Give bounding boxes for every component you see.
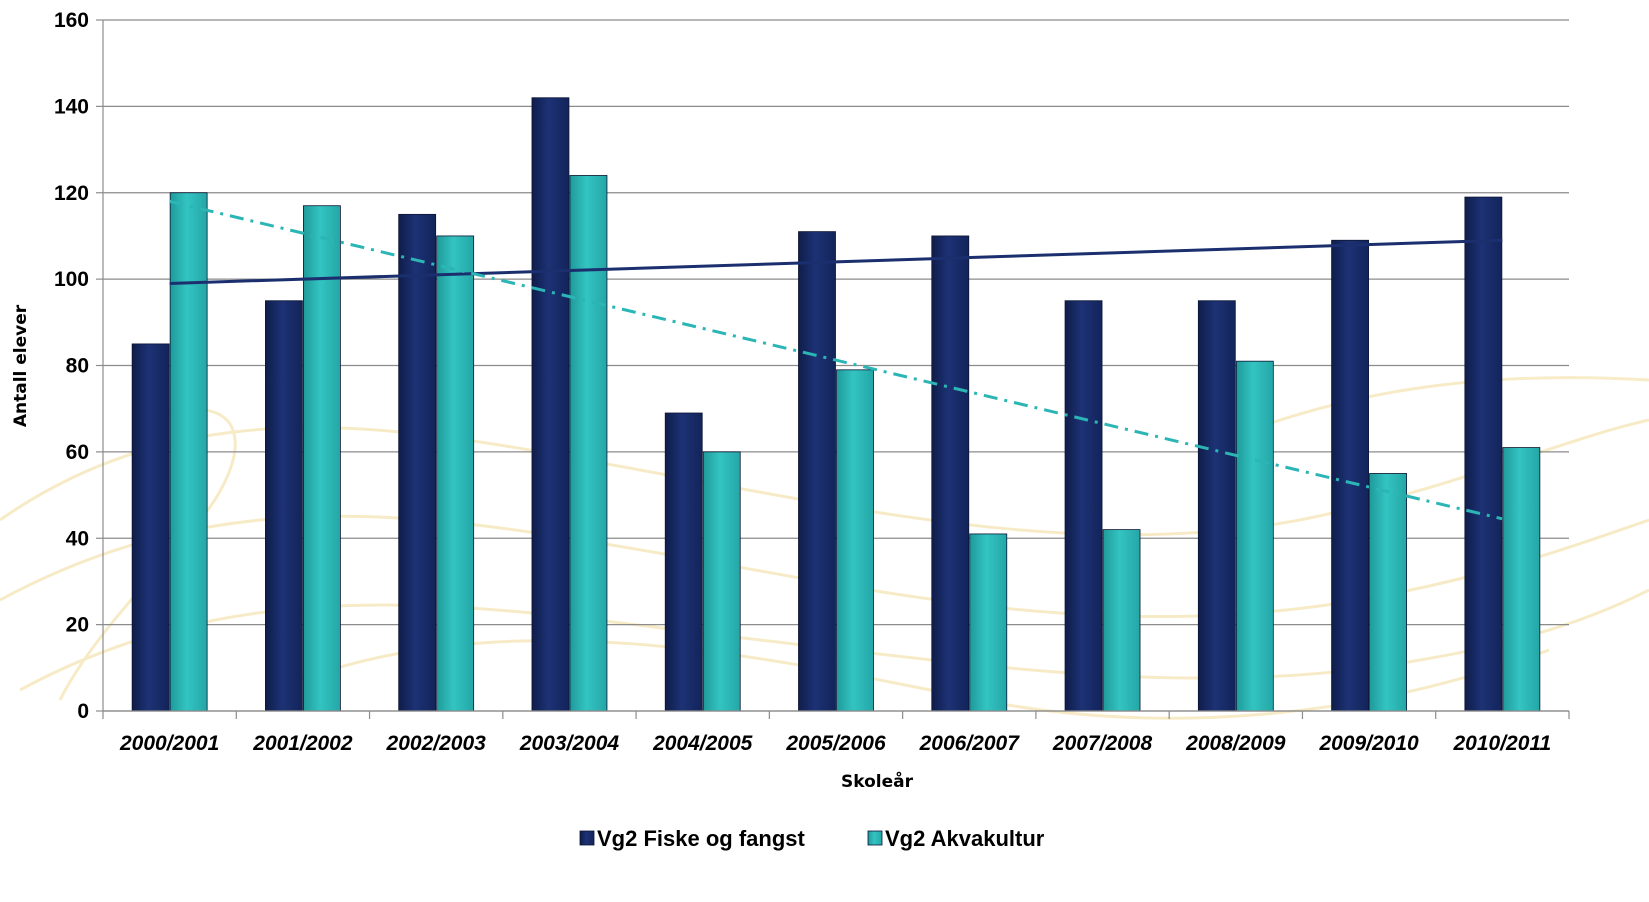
legend: Vg2 Fiske og fangst Vg2 Akvakultur [579,826,1045,851]
x-axis: 2000/2001 2001/2002 2002/2003 2003/2004 2004… [102,710,1570,755]
bar-akvakultur-5 [836,369,874,712]
bar-fiske-og-fangst-6 [931,235,970,712]
bar-akvakultur-6 [969,533,1008,712]
bar-fiske-og-fangst-4 [664,412,703,712]
bar-fiske-og-fangst-10 [1464,196,1503,712]
bar-fiske-og-fangst-8 [1197,300,1236,712]
trendline-akvakultur [169,199,1503,521]
legend-swatch [579,830,595,846]
y-tick-label: 80 [66,355,89,378]
legend-swatch [867,830,883,846]
bar-akvakultur-8 [1235,360,1274,712]
y-axis: 0 20 40 60 80 100 120 140 160 [54,9,104,723]
bar-fiske-og-fangst-7 [1064,300,1103,712]
bar-akvakultur-7 [1102,529,1141,712]
y-tick-label: 160 [54,9,89,32]
x-tick-label: 2005/2006 [785,732,886,755]
bar-akvakultur-4 [702,451,741,712]
legend-label: Vg2 Akvakultur [885,826,1045,851]
bar-fiske-og-fangst-2 [398,213,437,712]
bar-akvakultur-1 [303,205,341,712]
x-axis-title: Skoleår [841,770,914,792]
x-tick-label: 2004/2005 [652,732,753,755]
bar-fiske-og-fangst-0 [131,343,170,712]
x-tick-label: 2001/2002 [252,732,353,755]
bar-akvakultur-10 [1502,447,1541,712]
x-tick-label: 2007/2008 [1052,732,1153,755]
x-tick-label: 2002/2003 [386,732,487,755]
trendlines [169,199,1503,521]
y-tick-label: 120 [54,182,89,205]
y-tick-label: 40 [66,527,89,550]
bar-akvakultur-3 [569,175,608,712]
bar-akvakultur-9 [1369,473,1407,712]
y-tick-label: 140 [54,95,89,118]
legend-label: Vg2 Fiske og fangst [597,826,805,851]
bar-fiske-og-fangst-1 [265,300,303,712]
y-tick-label: 100 [54,268,89,291]
bar-akvakultur-2 [436,235,475,712]
bars [131,97,1541,712]
y-axis-title: Antall elever [11,304,31,427]
x-tick-label: 2003/2004 [519,732,620,755]
x-tick-label: 2008/2009 [1185,732,1286,755]
x-tick-label: 2009/2010 [1318,732,1419,755]
bar-fiske-og-fangst-9 [1331,239,1369,712]
x-tick-label: 2000/2001 [119,732,219,755]
x-tick-label: 2010/2011 [1453,732,1552,755]
y-tick-label: 0 [77,700,89,723]
trendline-fiske-og-fangst [169,238,1503,285]
bar-fiske-og-fangst-3 [531,97,570,712]
bar-fiske-og-fangst-5 [798,231,836,712]
y-tick-label: 20 [66,614,89,637]
x-tick-label: 2006/2007 [919,732,1021,755]
bar-akvakultur-0 [169,192,208,712]
y-tick-label: 60 [66,441,89,464]
